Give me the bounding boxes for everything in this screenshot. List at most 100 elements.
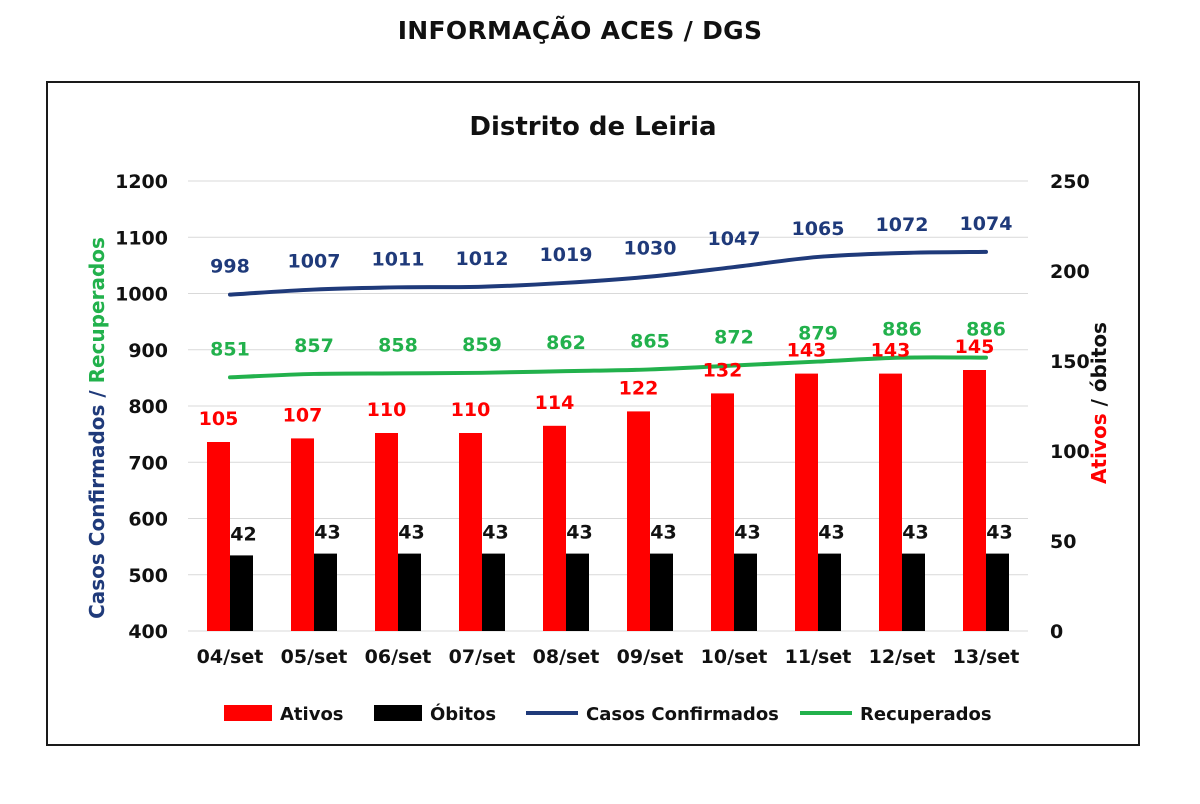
x-tick-label: 11/set <box>785 646 852 668</box>
bar-obitos <box>650 553 673 631</box>
bar-ativos <box>207 442 230 631</box>
left-tick-label: 900 <box>128 340 168 362</box>
left-tick-label: 700 <box>128 452 168 474</box>
data-label-ativos: 114 <box>535 392 575 414</box>
left-tick-label: 800 <box>128 396 168 418</box>
legend-swatch-obitos <box>374 705 422 721</box>
bar-obitos <box>566 553 589 631</box>
data-label-obitos: 43 <box>566 522 592 544</box>
bar-ativos <box>879 373 902 631</box>
x-tick-label: 08/set <box>533 646 600 668</box>
line-casos-confirmados <box>228 249 988 297</box>
y-left-label-sep: / <box>85 383 109 404</box>
bar-ativos <box>711 393 734 631</box>
data-label-obitos: 43 <box>398 522 424 544</box>
data-label-obitos: 43 <box>902 522 928 544</box>
legend: Ativos Óbitos Casos Confirmados Recuperados <box>224 703 992 725</box>
bar-ativos <box>963 370 986 631</box>
data-label-casos: 1012 <box>456 248 509 270</box>
y-left-label-recuperados: Recuperados <box>85 237 109 383</box>
bar-obitos <box>902 553 925 631</box>
data-label-obitos: 42 <box>230 523 256 545</box>
left-tick-label: 1100 <box>115 227 168 249</box>
data-label-ativos: 143 <box>871 340 911 362</box>
data-label-casos: 1047 <box>708 228 761 250</box>
page-title: INFORMAÇÃO ACES / DGS <box>397 16 763 45</box>
bar-obitos <box>986 553 1009 631</box>
data-label-ativos: 107 <box>283 404 323 426</box>
bar-obitos <box>314 553 337 631</box>
data-label-recuperados: 859 <box>462 334 502 356</box>
x-tick-label: 06/set <box>365 646 432 668</box>
data-label-casos: 1019 <box>540 244 593 266</box>
data-label-casos: 1007 <box>288 251 341 273</box>
data-label-ativos: 110 <box>367 399 407 421</box>
bar-ativos <box>459 433 482 631</box>
bar-obitos <box>398 553 421 631</box>
bar-ativos <box>795 373 818 631</box>
legend-label: Casos Confirmados <box>586 704 779 725</box>
data-label-obitos: 43 <box>818 522 844 544</box>
lines <box>228 249 988 380</box>
y-left-axis-label: Casos Confirmados / Recuperados <box>85 237 109 619</box>
right-tick-label: 150 <box>1050 351 1090 373</box>
data-labels: 105 42 107 43 110 43 110 43 114 43 122 43 132 43 143 43… <box>199 213 1013 546</box>
y-right-label-ativos: Ativos <box>1087 413 1111 484</box>
data-label-obitos: 43 <box>734 522 760 544</box>
x-axis-ticks: 04/set 05/set 06/set 07/set 08/set 09/set 10/s… <box>197 646 1020 668</box>
left-tick-label: 400 <box>128 621 168 643</box>
right-tick-label: 100 <box>1050 441 1090 463</box>
x-tick-label: 12/set <box>869 646 936 668</box>
bars <box>207 370 1009 631</box>
data-label-casos: 1074 <box>960 213 1013 235</box>
data-label-recuperados: 857 <box>294 335 334 357</box>
bar-ativos <box>291 438 314 631</box>
left-tick-label: 1000 <box>115 284 168 306</box>
data-label-ativos: 145 <box>955 336 995 358</box>
left-tick-label: 1200 <box>115 171 168 193</box>
data-label-ativos: 143 <box>787 340 827 362</box>
data-label-ativos: 132 <box>703 359 743 381</box>
right-tick-label: 250 <box>1050 171 1090 193</box>
legend-label: Ativos <box>280 704 344 725</box>
data-label-recuperados: 865 <box>630 330 670 352</box>
data-label-ativos: 105 <box>199 408 239 430</box>
data-label-recuperados: 886 <box>966 319 1006 341</box>
data-label-casos: 998 <box>210 256 250 278</box>
y-right-label-obitos: óbitos <box>1087 322 1111 392</box>
data-label-obitos: 43 <box>650 522 676 544</box>
data-label-obitos: 43 <box>986 522 1012 544</box>
data-label-recuperados: 862 <box>546 332 586 354</box>
right-axis-ticks: 0 50 100 150 200 250 <box>1050 171 1090 643</box>
x-tick-label: 05/set <box>281 646 348 668</box>
left-tick-label: 600 <box>128 509 168 531</box>
y-left-label-casos: Casos Confirmados <box>85 405 109 619</box>
bar-obitos <box>734 553 757 631</box>
right-tick-label: 50 <box>1050 531 1076 553</box>
data-label-recuperados: 879 <box>798 323 838 345</box>
bar-ativos <box>375 433 398 631</box>
data-label-casos: 1072 <box>876 214 929 236</box>
bar-obitos <box>818 553 841 631</box>
left-axis-ticks: 400 500 600 700 800 900 1000 1100 1200 <box>115 171 168 643</box>
legend-label: Recuperados <box>860 704 992 725</box>
legend-swatch-ativos <box>224 705 272 721</box>
y-right-axis-label: Ativos / óbitos <box>1087 322 1111 484</box>
data-label-ativos: 122 <box>619 377 659 399</box>
data-label-casos: 1011 <box>372 248 425 270</box>
data-label-ativos: 110 <box>451 399 491 421</box>
x-tick-label: 04/set <box>197 646 264 668</box>
chart-title: Distrito de Leiria <box>469 112 716 142</box>
data-label-casos: 1065 <box>792 218 845 240</box>
left-tick-label: 500 <box>128 565 168 587</box>
data-label-recuperados: 886 <box>882 319 922 341</box>
x-tick-label: 09/set <box>617 646 684 668</box>
bar-ativos <box>543 425 566 631</box>
x-tick-label: 10/set <box>701 646 768 668</box>
right-tick-label: 0 <box>1050 621 1063 643</box>
data-label-recuperados: 858 <box>378 334 418 356</box>
x-tick-label: 07/set <box>449 646 516 668</box>
data-label-obitos: 43 <box>482 522 508 544</box>
data-label-obitos: 43 <box>314 522 340 544</box>
bar-obitos <box>482 553 505 631</box>
